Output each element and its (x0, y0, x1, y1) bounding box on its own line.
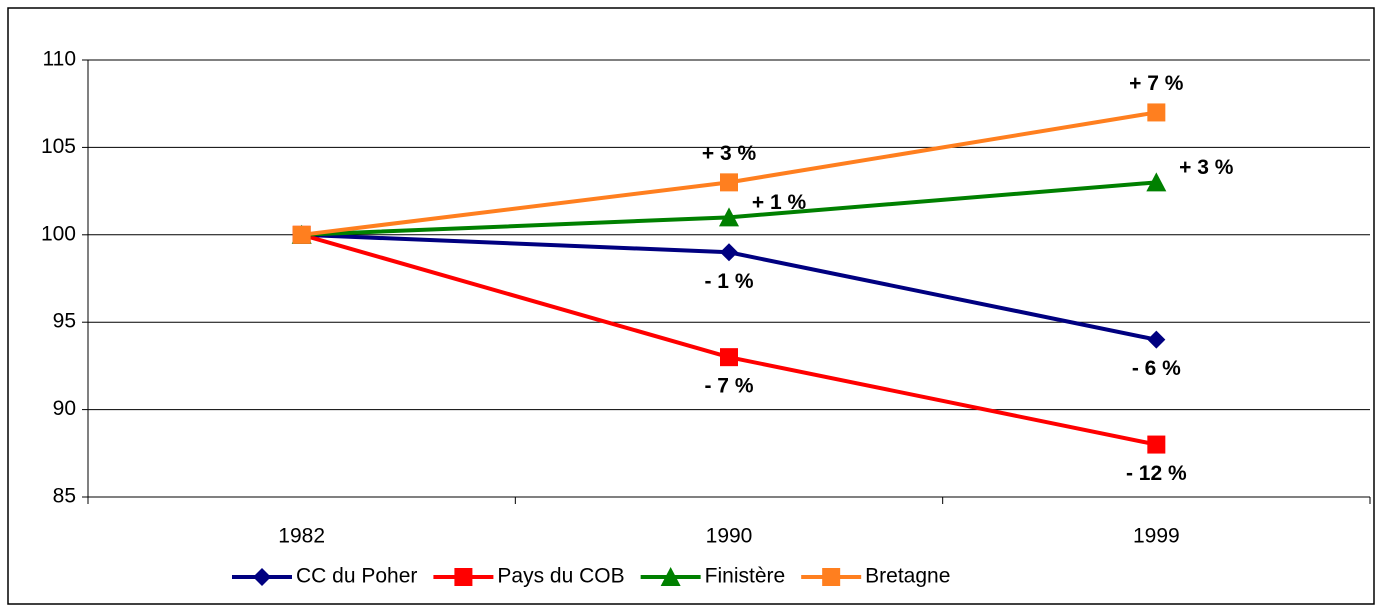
marker (720, 348, 738, 367)
marker (1147, 330, 1166, 349)
y-tick-label: 100 (41, 222, 76, 245)
marker (720, 173, 738, 192)
data-label: - 1 % (704, 270, 753, 293)
marker (253, 568, 271, 586)
y-tick-label: 85 (53, 485, 76, 508)
marker (720, 243, 738, 262)
y-tick-label: 90 (53, 397, 76, 420)
y-tick-label: 110 (43, 48, 76, 71)
marker (1147, 435, 1166, 454)
marker (719, 207, 739, 227)
x-tick-label: 1982 (278, 525, 325, 548)
data-label: + 1 % (752, 191, 807, 214)
marker (1147, 103, 1166, 122)
data-label: - 7 % (704, 375, 753, 398)
data-label: + 3 % (702, 142, 757, 165)
x-tick-label: 1999 (1133, 525, 1180, 548)
marker (292, 225, 311, 244)
marker (1146, 172, 1167, 192)
data-label: - 6 % (1132, 357, 1181, 380)
chart-border (7, 7, 1375, 605)
marker (454, 568, 473, 586)
legend-label: Bretagne (865, 565, 950, 588)
data-label: - 12 % (1126, 462, 1187, 485)
legend: CC du Poher Pays du COB Finistère Bretagne (232, 565, 950, 588)
y-tick-label: 95 (53, 310, 76, 333)
legend-label: Pays du COB (497, 565, 624, 588)
legend-label: CC du Poher (296, 565, 417, 588)
marker (660, 567, 681, 586)
marker (822, 568, 841, 586)
data-label: + 7 % (1129, 72, 1184, 95)
data-label: + 3 % (1179, 156, 1234, 179)
x-tick-label: 1990 (706, 525, 753, 548)
legend-label: Finistère (705, 565, 786, 588)
y-tick-label: 105 (41, 135, 76, 158)
